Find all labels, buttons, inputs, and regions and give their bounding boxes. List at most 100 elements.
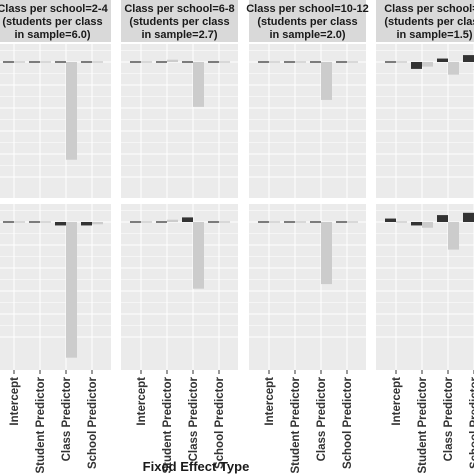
panel-row-1 — [0, 44, 111, 198]
panel-background — [376, 44, 474, 198]
panel-row-2 — [249, 204, 366, 370]
bar-dark-school-predictor — [336, 61, 347, 63]
panel-background — [0, 44, 111, 198]
x-tick-label: Class Predictor — [61, 376, 73, 461]
x-tick-label: Intercept — [136, 377, 148, 426]
facet-strip — [0, 0, 111, 42]
bar-light-intercept — [14, 61, 25, 63]
x-tick-label: Student Predictor — [35, 376, 47, 473]
bar-light-class-predictor — [193, 62, 204, 107]
x-tick-label: Intercept — [391, 377, 403, 426]
facet-1: Class per school=2-4(students per classi… — [0, 0, 111, 370]
bar-light-intercept — [141, 61, 152, 63]
facet-title-line: (students per class — [129, 16, 229, 28]
bar-dark-class-predictor — [437, 58, 448, 62]
bar-light-student-predictor — [167, 219, 178, 222]
bar-light-student-predictor — [167, 59, 178, 62]
bar-dark-intercept — [3, 221, 14, 223]
bar-dark-intercept — [385, 218, 396, 222]
facet-2: Class per school=6-8(students per classi… — [121, 0, 238, 370]
bar-dark-class-predictor — [182, 217, 193, 222]
bar-light-class-predictor — [193, 222, 204, 289]
bar-dark-intercept — [258, 61, 269, 63]
bar-dark-intercept — [130, 221, 141, 223]
facet-4: Class per school=1(students per classin … — [376, 0, 474, 370]
bar-dark-school-predictor — [208, 61, 219, 63]
facet-title-line: Class per school=6-8 — [124, 3, 234, 15]
bar-light-school-predictor — [92, 222, 103, 225]
bar-light-school-predictor — [347, 221, 358, 223]
panel-row-1 — [249, 44, 366, 198]
bar-dark-student-predictor — [29, 221, 40, 223]
x-tick-label: Class Predictor — [316, 376, 328, 461]
panel-background — [249, 44, 366, 198]
x-tick-label: Student Predictor — [162, 376, 174, 473]
bar-dark-student-predictor — [156, 61, 167, 63]
facet-title-line: Class per school=2-4 — [0, 3, 109, 15]
x-tick-label: Intercept — [264, 377, 276, 426]
facet-title-line: (students per class — [384, 16, 474, 28]
bar-dark-class-predictor — [182, 61, 193, 63]
x-tick-label: Intercept — [9, 377, 21, 426]
bar-dark-class-predictor — [310, 61, 321, 63]
bar-dark-school-predictor — [208, 221, 219, 223]
bar-light-student-predictor — [422, 62, 433, 67]
bar-dark-school-predictor — [81, 61, 92, 63]
bar-dark-class-predictor — [55, 222, 66, 226]
bar-dark-intercept — [258, 221, 269, 223]
facet-title-line: in sample=2.0) — [269, 29, 345, 41]
bar-dark-intercept — [3, 61, 14, 63]
bar-light-student-predictor — [40, 221, 51, 223]
panel-row-1 — [376, 44, 474, 198]
bar-light-class-predictor — [321, 222, 332, 285]
bar-light-intercept — [269, 221, 280, 223]
facet-title-line: (students per class — [257, 16, 357, 28]
x-tick-label: School Predictor — [87, 376, 99, 469]
bar-light-intercept — [141, 221, 152, 223]
x-tick-label: Class Predictor — [188, 376, 200, 461]
bar-light-class-predictor — [448, 62, 459, 75]
panel-background — [121, 44, 238, 198]
bar-dark-school-predictor — [463, 212, 474, 222]
facet-title-line: in sample=1.5) — [396, 29, 472, 41]
bar-dark-student-predictor — [284, 221, 295, 223]
facet-panels: Class per school=2-4(students per classi… — [0, 0, 474, 370]
facet-title-line: Class per school=10-12 — [246, 3, 369, 15]
bar-dark-student-predictor — [284, 61, 295, 63]
bar-light-class-predictor — [321, 62, 332, 100]
facet-title-line: in sample=6.0) — [14, 29, 90, 41]
x-tick-label: Student Predictor — [417, 376, 429, 473]
x-axis-title: Fixed Effect Type — [143, 459, 250, 474]
bar-light-intercept — [14, 221, 25, 223]
panel-background — [376, 204, 474, 370]
facet-title-line: in sample=2.7) — [141, 29, 217, 41]
bar-light-class-predictor — [66, 222, 77, 358]
panel-background — [249, 204, 366, 370]
panel-row-2 — [121, 204, 238, 370]
facet-title-line: (students per class — [2, 16, 102, 28]
panel-background — [0, 204, 111, 370]
bar-light-school-predictor — [92, 61, 103, 63]
bar-light-intercept — [396, 221, 407, 223]
bar-light-class-predictor — [448, 222, 459, 250]
bar-dark-intercept — [385, 61, 396, 63]
facet-strip — [249, 0, 366, 42]
facet-strip — [121, 0, 238, 42]
x-tick-label: Class Predictor — [443, 376, 455, 461]
x-tick-label: School Predictor — [214, 376, 226, 469]
x-tick-labels: Intercept Student Predictor Class Predicto… — [9, 370, 474, 473]
bar-dark-school-predictor — [463, 55, 474, 62]
bar-dark-student-predictor — [411, 62, 422, 69]
bar-light-class-predictor — [66, 62, 77, 160]
bar-light-student-predictor — [422, 222, 433, 228]
bar-dark-school-predictor — [81, 222, 92, 226]
bar-dark-intercept — [130, 61, 141, 63]
panel-row-2 — [0, 204, 111, 370]
panel-background — [121, 204, 238, 370]
x-tick-label: School Predictor — [342, 376, 354, 469]
bar-dark-class-predictor — [55, 61, 66, 63]
bar-dark-class-predictor — [437, 215, 448, 222]
bar-light-school-predictor — [347, 61, 358, 63]
x-tick-label: School Predictor — [469, 376, 474, 469]
